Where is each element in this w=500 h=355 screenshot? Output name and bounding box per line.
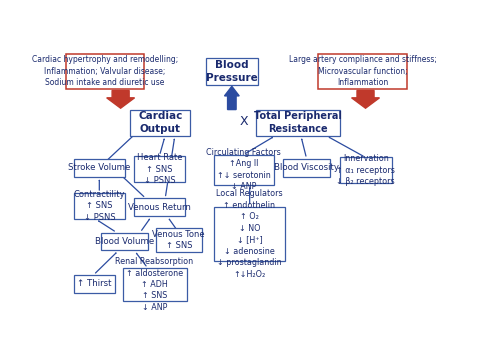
Text: Total Peripheral
Resistance: Total Peripheral Resistance — [254, 111, 342, 134]
Text: Cardiac
Output: Cardiac Output — [138, 111, 182, 134]
FancyArrow shape — [106, 91, 134, 108]
Text: Stroke Volume: Stroke Volume — [68, 163, 130, 172]
FancyBboxPatch shape — [284, 159, 330, 176]
FancyBboxPatch shape — [134, 198, 184, 216]
Text: Local Regulators
↑ endothelin
↑ O₂
↓ NO
↓ [H⁺]
↓ adenosine
↓ prostaglandin
↑↓H₂O: Local Regulators ↑ endothelin ↑ O₂ ↓ NO … — [216, 189, 283, 279]
Text: Cardiac hypertrophy and remodelling;
Inflammation; Valvular disease;
Sodium inta: Cardiac hypertrophy and remodelling; Inf… — [32, 55, 178, 87]
FancyArrow shape — [352, 91, 380, 108]
FancyBboxPatch shape — [318, 54, 408, 89]
FancyBboxPatch shape — [122, 268, 186, 301]
Text: Large artery compliance and stiffness;
Microvascular function;
Inflammation: Large artery compliance and stiffness; M… — [289, 55, 437, 87]
FancyBboxPatch shape — [74, 275, 115, 293]
Text: X: X — [240, 115, 248, 129]
Text: Blood Volume: Blood Volume — [95, 237, 154, 246]
FancyArrow shape — [224, 86, 239, 110]
FancyBboxPatch shape — [74, 159, 124, 176]
FancyBboxPatch shape — [156, 229, 202, 252]
Text: Heart Rate
↑ SNS
↓ PSNS: Heart Rate ↑ SNS ↓ PSNS — [136, 153, 182, 185]
Text: Innervation
↑ α₁ receptors
↓ β₂ receptors: Innervation ↑ α₁ receptors ↓ β₂ receptor… — [336, 154, 395, 186]
FancyBboxPatch shape — [134, 156, 184, 182]
FancyBboxPatch shape — [256, 110, 340, 136]
FancyBboxPatch shape — [66, 54, 144, 89]
Text: Blood
Pressure: Blood Pressure — [206, 60, 258, 83]
FancyBboxPatch shape — [214, 155, 274, 185]
FancyBboxPatch shape — [340, 157, 392, 184]
FancyBboxPatch shape — [74, 193, 124, 219]
Text: Circulating Factors
↑Ang II
↑↓ serotonin
↓ ANP: Circulating Factors ↑Ang II ↑↓ serotonin… — [206, 148, 281, 191]
Text: Renal Reabsorption
↑ aldosterone
↑ ADH
↑ SNS
↓ ANP: Renal Reabsorption ↑ aldosterone ↑ ADH ↑… — [116, 257, 194, 312]
Text: ↑ Thirst: ↑ Thirst — [77, 279, 112, 288]
FancyBboxPatch shape — [214, 207, 286, 261]
FancyBboxPatch shape — [130, 110, 190, 136]
Text: Contractility
↑ SNS
↓ PSNS: Contractility ↑ SNS ↓ PSNS — [74, 190, 125, 222]
FancyBboxPatch shape — [101, 233, 148, 250]
Text: Venous Return: Venous Return — [128, 203, 191, 212]
Text: Blood Viscosity: Blood Viscosity — [274, 163, 339, 172]
FancyBboxPatch shape — [206, 58, 258, 85]
Text: Venous Tone
↑ SNS: Venous Tone ↑ SNS — [152, 230, 205, 250]
